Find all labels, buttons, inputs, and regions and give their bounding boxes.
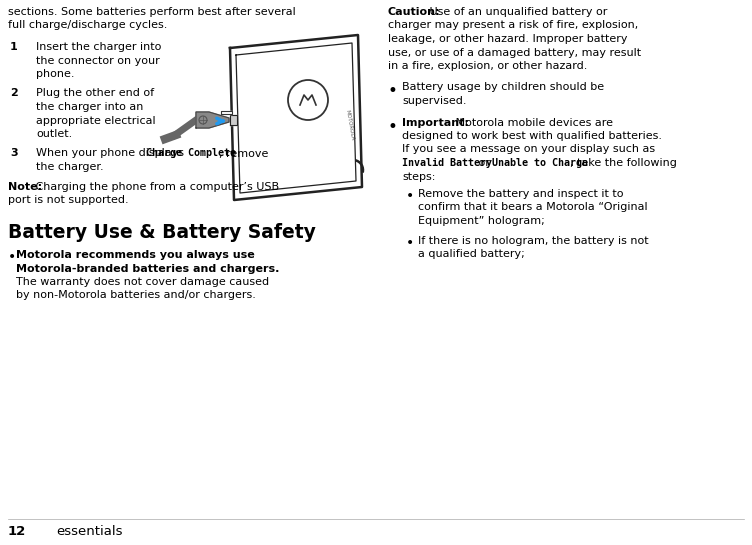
Text: If there is no hologram, the battery is not: If there is no hologram, the battery is … (418, 235, 649, 245)
Text: When your phone displays: When your phone displays (36, 148, 187, 159)
Text: phone.: phone. (36, 69, 74, 79)
Text: essentials: essentials (56, 525, 123, 538)
Text: in a fire, explosion, or other hazard.: in a fire, explosion, or other hazard. (388, 61, 587, 71)
Text: outlet.: outlet. (36, 129, 72, 139)
Text: 2: 2 (10, 88, 18, 99)
Text: the charger into an: the charger into an (36, 102, 144, 112)
Text: use, or use of a damaged battery, may result: use, or use of a damaged battery, may re… (388, 47, 641, 58)
Polygon shape (196, 112, 229, 128)
Text: 12: 12 (8, 525, 26, 538)
Text: the charger.: the charger. (36, 162, 104, 172)
Text: •: • (388, 118, 398, 136)
Text: a qualified battery;: a qualified battery; (418, 249, 525, 259)
Text: •: • (406, 235, 414, 250)
Text: Battery usage by children should be: Battery usage by children should be (402, 82, 604, 93)
Text: Charging the phone from a computer’s USB: Charging the phone from a computer’s USB (32, 181, 279, 191)
Text: The warranty does not cover damage caused: The warranty does not cover damage cause… (16, 277, 269, 287)
Text: Note:: Note: (8, 181, 42, 191)
Text: by non-Motorola batteries and/or chargers.: by non-Motorola batteries and/or charger… (16, 290, 256, 300)
Text: Invalid Battery: Invalid Battery (402, 158, 492, 168)
Text: confirm that it bears a Motorola “Original: confirm that it bears a Motorola “Origin… (418, 203, 647, 213)
Polygon shape (230, 35, 362, 200)
Text: Use of an unqualified battery or: Use of an unqualified battery or (426, 7, 608, 17)
Text: If you see a message on your display such as: If you see a message on your display suc… (402, 144, 655, 154)
Text: 1: 1 (10, 42, 18, 52)
Text: appropriate electrical: appropriate electrical (36, 116, 156, 125)
Text: Remove the battery and inspect it to: Remove the battery and inspect it to (418, 189, 623, 199)
Text: Unable to Charge: Unable to Charge (493, 158, 588, 168)
Text: charger may present a risk of fire, explosion,: charger may present a risk of fire, expl… (388, 21, 638, 31)
Text: •: • (406, 189, 414, 203)
Text: Motorola recommends you always use: Motorola recommends you always use (16, 250, 255, 260)
Text: leakage, or other hazard. Improper battery: leakage, or other hazard. Improper batte… (388, 34, 627, 44)
Text: port is not supported.: port is not supported. (8, 195, 129, 205)
Text: sections. Some batteries perform best after several: sections. Some batteries perform best af… (8, 7, 296, 17)
Text: Insert the charger into: Insert the charger into (36, 42, 162, 52)
Text: the connector on your: the connector on your (36, 56, 159, 65)
Text: 3: 3 (10, 148, 17, 159)
Text: supervised.: supervised. (402, 96, 466, 106)
Polygon shape (230, 115, 237, 125)
Text: Motorola mobile devices are: Motorola mobile devices are (451, 118, 612, 128)
Text: full charge/discharge cycles.: full charge/discharge cycles. (8, 21, 168, 31)
Text: , take the following: , take the following (570, 158, 677, 168)
Text: Equipment” hologram;: Equipment” hologram; (418, 216, 544, 226)
Text: MOTOROLA: MOTOROLA (345, 109, 355, 141)
Text: designed to work best with qualified batteries.: designed to work best with qualified bat… (402, 131, 662, 141)
Text: •: • (8, 250, 17, 264)
Text: Battery Use & Battery Safety: Battery Use & Battery Safety (8, 222, 316, 241)
Text: Motorola-branded batteries and chargers.: Motorola-branded batteries and chargers. (16, 263, 280, 274)
Text: Caution:: Caution: (388, 7, 441, 17)
Text: •: • (388, 82, 398, 100)
Text: , remove: , remove (220, 148, 268, 159)
Text: Plug the other end of: Plug the other end of (36, 88, 154, 99)
Polygon shape (221, 111, 232, 114)
Text: or: or (475, 158, 493, 168)
Text: Important:: Important: (402, 118, 469, 128)
Text: Charge Complete: Charge Complete (147, 148, 236, 159)
Text: steps:: steps: (402, 172, 435, 181)
